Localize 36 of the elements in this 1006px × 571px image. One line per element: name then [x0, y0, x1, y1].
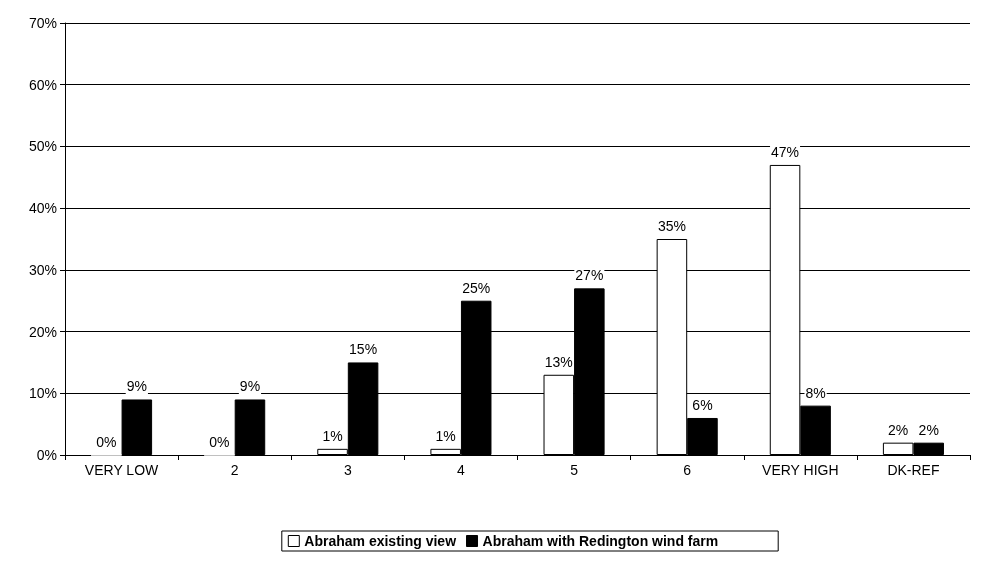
data-label: 25%: [462, 279, 491, 296]
y-tick-label: 0%: [36, 447, 57, 463]
data-label: 1%: [435, 427, 456, 444]
data-label: 27%: [575, 267, 604, 284]
x-tick-label: 6: [683, 462, 692, 478]
data-label: 35%: [657, 218, 686, 234]
data-label: 1%: [322, 427, 343, 444]
data-label: 8%: [805, 384, 826, 401]
x-tick-label: 2: [230, 462, 239, 478]
data-label: 0%: [96, 433, 117, 450]
x-tick-label: 3: [343, 462, 352, 478]
data-label: 0%: [209, 433, 230, 450]
legend-label: Abraham with Redington wind farm: [482, 533, 719, 549]
data-label: 6%: [692, 396, 713, 413]
x-tick-label: VERY LOW: [84, 462, 160, 478]
y-tick-label: 30%: [28, 261, 57, 278]
bar: [234, 399, 266, 455]
data-label: 2%: [888, 421, 909, 438]
x-tick-label: 5: [570, 462, 579, 478]
data-label: 9%: [239, 378, 261, 395]
y-tick-label: 50%: [28, 138, 57, 155]
data-label: 15%: [349, 341, 378, 358]
bar: [121, 399, 153, 455]
x-tick-label: 4: [457, 462, 466, 478]
data-label: 47%: [771, 143, 800, 160]
y-tick-label: 20%: [28, 323, 57, 340]
y-tick-label: 40%: [28, 200, 57, 217]
legend-label: Abraham existing view: [304, 533, 457, 549]
data-label: 13%: [544, 353, 573, 370]
x-tick-label: VERY HIGH: [762, 462, 839, 478]
y-tick-label: 10%: [28, 385, 57, 402]
data-label: 2%: [918, 421, 939, 438]
x-tick-label: DK-REF: [887, 462, 940, 478]
y-tick-label: 70%: [28, 15, 57, 31]
data-label: 9%: [126, 378, 147, 395]
y-tick-label: 60%: [28, 76, 57, 93]
